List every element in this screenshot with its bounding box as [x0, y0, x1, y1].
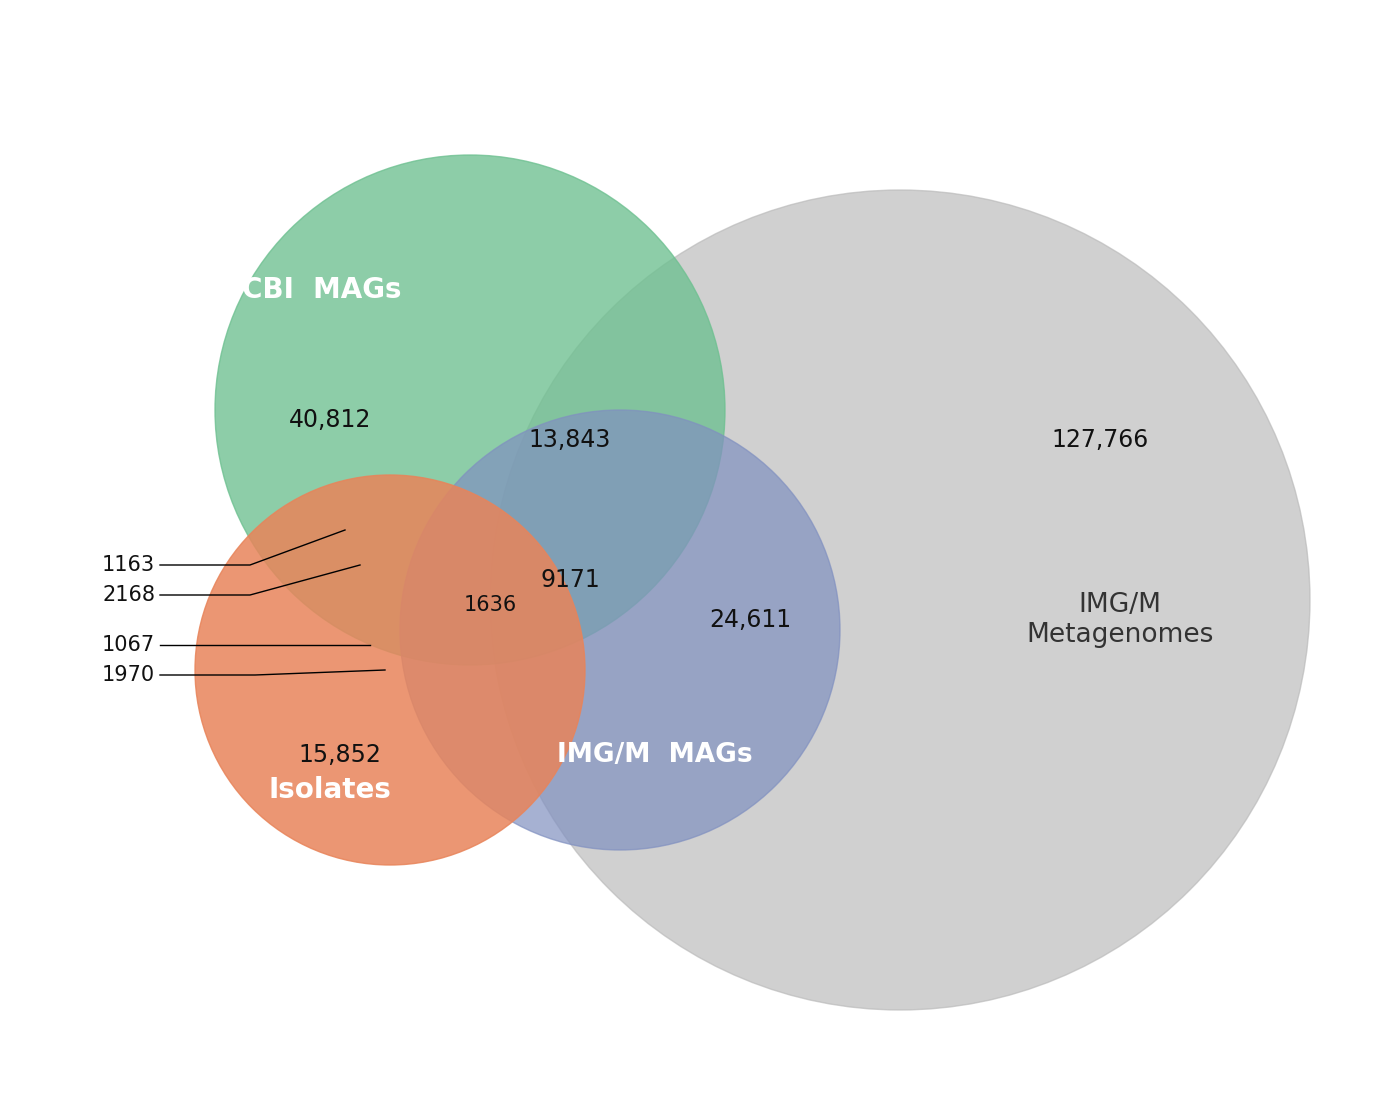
Text: 1067: 1067 — [102, 635, 155, 655]
Text: 40,812: 40,812 — [288, 408, 371, 432]
Circle shape — [400, 410, 840, 850]
Text: 1636: 1636 — [463, 595, 517, 615]
Text: NCBI  MAGs: NCBI MAGs — [218, 276, 402, 304]
Text: IMG/M  MAGs: IMG/M MAGs — [557, 743, 753, 768]
Text: 2168: 2168 — [102, 585, 155, 605]
Text: 24,611: 24,611 — [708, 608, 791, 632]
Text: 1163: 1163 — [102, 556, 155, 575]
Text: 127,766: 127,766 — [1051, 428, 1148, 452]
Text: 13,843: 13,843 — [529, 428, 612, 452]
Text: 15,852: 15,852 — [298, 743, 381, 767]
Circle shape — [216, 155, 725, 665]
Circle shape — [490, 190, 1310, 1010]
Text: 1970: 1970 — [102, 665, 155, 685]
Text: IMG/M
Metagenomes: IMG/M Metagenomes — [1026, 592, 1214, 648]
Text: 9171: 9171 — [540, 568, 599, 592]
Text: Isolates: Isolates — [269, 776, 392, 804]
Circle shape — [195, 475, 585, 865]
